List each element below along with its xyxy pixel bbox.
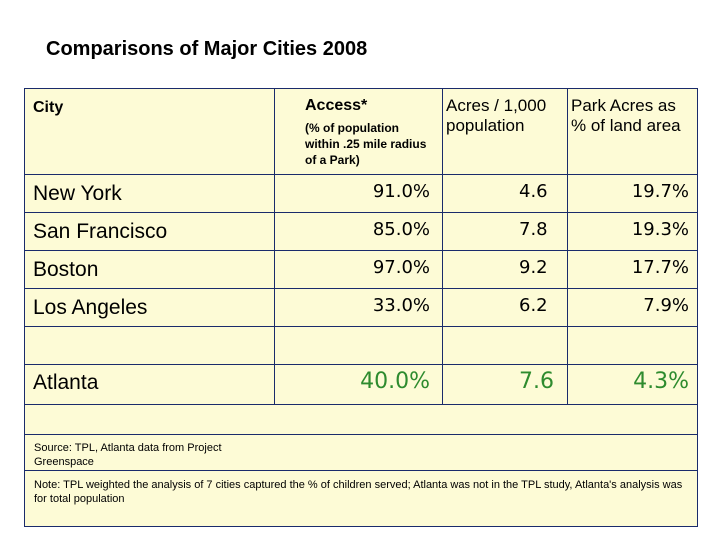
row-park: 19.3% [631, 219, 689, 240]
header-city: City [33, 99, 64, 116]
row-park: 19.7% [631, 181, 689, 202]
row-divider [25, 434, 697, 435]
row-city: Atlanta [33, 371, 99, 394]
header-acres: Acres / 1,000 population [446, 96, 547, 135]
row-divider [25, 326, 697, 327]
row-access: 97.0% [372, 257, 430, 278]
header-access-sub: (% of population within .25 mile radius … [305, 121, 427, 167]
row-city: Boston [33, 258, 99, 281]
row-city: New York [33, 182, 122, 205]
column-divider [567, 89, 568, 405]
row-acres: 4.6 [519, 181, 548, 202]
row-city: San Francisco [33, 220, 168, 243]
row-divider [25, 288, 697, 289]
row-park: 4.3% [633, 369, 689, 394]
row-park: 7.9% [643, 295, 689, 316]
row-access: 33.0% [372, 295, 430, 316]
row-acres: 9.2 [519, 257, 548, 278]
row-acres: 6.2 [519, 295, 548, 316]
footnote: Note: TPL weighted the analysis of 7 cit… [34, 479, 683, 505]
row-access: 40.0% [360, 369, 430, 394]
row-park: 17.7% [631, 257, 689, 278]
row-access: 85.0% [372, 219, 430, 240]
row-city: Los Angeles [33, 296, 148, 319]
row-divider [25, 174, 697, 175]
row-access: 91.0% [372, 181, 430, 202]
row-divider [25, 364, 697, 365]
column-divider [442, 89, 443, 405]
source-note: Source: TPL, Atlanta data from Project G… [34, 442, 222, 468]
row-divider [25, 250, 697, 251]
column-divider [274, 89, 275, 405]
comparison-table: City Access* (% of population within .25… [24, 88, 698, 527]
header-park: Park Acres as % of land area [571, 96, 681, 135]
row-acres: 7.8 [519, 219, 548, 240]
row-divider [25, 212, 697, 213]
row-divider [25, 404, 697, 405]
page-title: Comparisons of Major Cities 2008 [46, 38, 368, 60]
header-access: Access* [305, 97, 368, 114]
row-acres: 7.6 [519, 369, 554, 394]
row-divider [25, 470, 697, 471]
